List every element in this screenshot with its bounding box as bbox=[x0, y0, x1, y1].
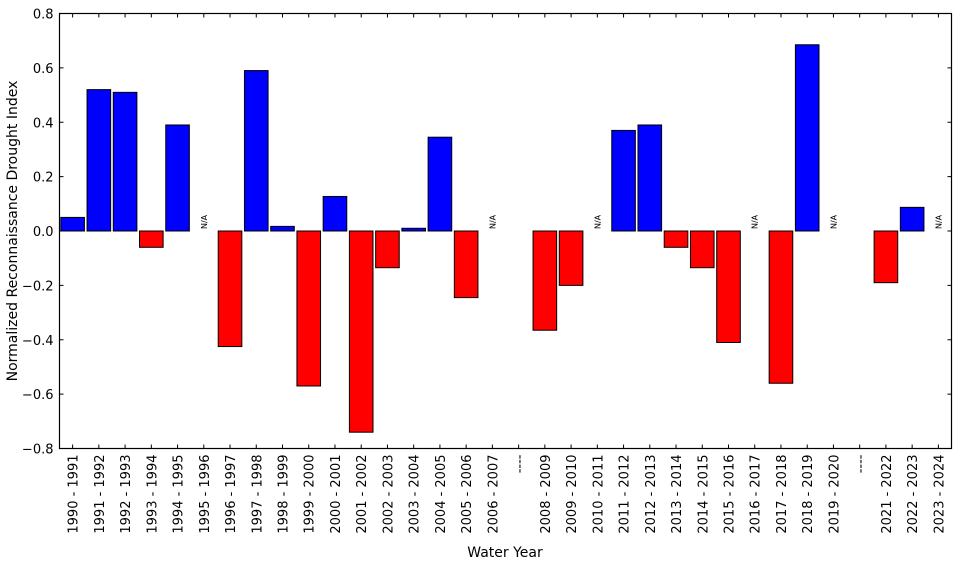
y-tick-label: −0.4 bbox=[22, 334, 54, 349]
y-axis-label: Normalized Reconnaissance Drought Index bbox=[5, 81, 21, 382]
x-tick-label: 2012 - 2013 bbox=[644, 455, 659, 534]
x-tick-label: 2016 - 2017 bbox=[749, 455, 764, 534]
x-ticks-layer: 1990 - 1991 1991 - 1992 1992 - 1993 1993 - … bbox=[67, 13, 947, 534]
bar bbox=[611, 129, 636, 232]
na-labels-layer: N/A N/A N/A N/A N/A N/A bbox=[200, 214, 944, 229]
x-tick-label: 2004 - 2005 bbox=[434, 455, 449, 534]
bar bbox=[348, 230, 374, 433]
x-tick-label: 2008 - 2009 bbox=[539, 455, 554, 534]
y-tick-label: 0.4 bbox=[33, 116, 54, 131]
x-tick-label: 2009 - 2010 bbox=[565, 455, 580, 534]
y-tick-label: −0.6 bbox=[22, 388, 54, 403]
x-tick-label: 1994 - 1995 bbox=[172, 455, 187, 534]
x-tick-label: 1993 - 1994 bbox=[145, 455, 160, 534]
x-tick-label: 1995 - 1996 bbox=[198, 455, 213, 534]
x-tick-label: 2011 - 2012 bbox=[618, 455, 633, 534]
na-label: N/A bbox=[751, 214, 760, 229]
x-tick-label: 2005 - 2006 bbox=[460, 455, 475, 534]
bar bbox=[716, 230, 741, 343]
x-tick-label: 2018 - 2019 bbox=[801, 455, 816, 534]
y-tick-label: 0.0 bbox=[33, 225, 54, 240]
bar bbox=[322, 195, 348, 232]
na-label: N/A bbox=[488, 214, 497, 229]
y-tick-label: −0.8 bbox=[22, 443, 54, 458]
x-tick-label: 2003 - 2004 bbox=[408, 455, 423, 534]
x-tick-label: 1999 - 2000 bbox=[303, 455, 318, 534]
bar bbox=[663, 230, 689, 248]
bar bbox=[139, 230, 164, 248]
na-label: N/A bbox=[934, 214, 943, 229]
y-ticks-layer: 0.8 0.6 0.4 0.2 0.0 −0.2 −0.4 −0.6 −0.8 bbox=[22, 8, 952, 458]
bar bbox=[296, 230, 322, 387]
x-tick-label: 1998 - 1999 bbox=[277, 455, 292, 534]
x-tick-label: 2000 - 2001 bbox=[329, 455, 344, 534]
x-tick-label: 2014 - 2015 bbox=[696, 455, 711, 534]
y-tick-label: −0.2 bbox=[22, 279, 54, 294]
x-tick-label: 2010 - 2011 bbox=[591, 455, 606, 534]
x-tick-label: 2022 - 2023 bbox=[906, 455, 921, 534]
na-label: N/A bbox=[200, 214, 209, 229]
bar bbox=[243, 70, 269, 232]
x-tick-label: 2023 - 2024 bbox=[932, 455, 947, 534]
bar bbox=[60, 216, 85, 232]
bar bbox=[873, 230, 899, 284]
bar bbox=[637, 124, 663, 232]
x-axis-label: Water Year bbox=[467, 545, 543, 561]
bar bbox=[899, 206, 925, 232]
x-tick-label: 1990 - 1991 bbox=[67, 455, 82, 534]
bar bbox=[794, 44, 820, 232]
x-tick-label: 2021 - 2022 bbox=[880, 455, 895, 534]
bar bbox=[217, 230, 243, 348]
bar bbox=[401, 227, 426, 232]
x-tick-label: 1996 - 1997 bbox=[224, 455, 239, 534]
bar bbox=[270, 225, 295, 232]
na-label: N/A bbox=[829, 214, 838, 229]
y-tick-label: 0.6 bbox=[33, 62, 54, 77]
bar bbox=[112, 91, 138, 232]
y-tick-label: 0.8 bbox=[33, 8, 54, 23]
x-tick-label: 2002 - 2003 bbox=[381, 455, 396, 534]
bar bbox=[427, 136, 453, 232]
bar bbox=[768, 230, 794, 384]
x-tick-label: 2013 - 2014 bbox=[670, 455, 685, 534]
bar bbox=[558, 230, 584, 286]
bar bbox=[453, 230, 479, 299]
bar bbox=[86, 89, 112, 232]
na-label: N/A bbox=[593, 214, 602, 229]
bar bbox=[375, 230, 400, 269]
x-tick-label: 2001 - 2002 bbox=[355, 455, 370, 534]
y-tick-label: 0.2 bbox=[33, 171, 54, 186]
x-tick-label: 2019 - 2020 bbox=[827, 455, 842, 534]
x-tick-label: 2017 - 2018 bbox=[775, 455, 790, 534]
x-tick-label: 2015 - 2016 bbox=[723, 455, 738, 534]
bar bbox=[165, 124, 190, 232]
bars-layer bbox=[60, 44, 925, 433]
bar bbox=[689, 230, 715, 269]
x-tick-label: 1991 - 1992 bbox=[93, 455, 108, 534]
bar bbox=[532, 230, 558, 331]
x-tick-label: ---- bbox=[513, 454, 528, 473]
x-tick-label: 1997 - 1998 bbox=[250, 455, 265, 534]
x-tick-label: 1992 - 1993 bbox=[119, 455, 134, 534]
x-tick-label: ---- bbox=[854, 454, 869, 473]
x-tick-label: 2006 - 2007 bbox=[486, 455, 501, 534]
